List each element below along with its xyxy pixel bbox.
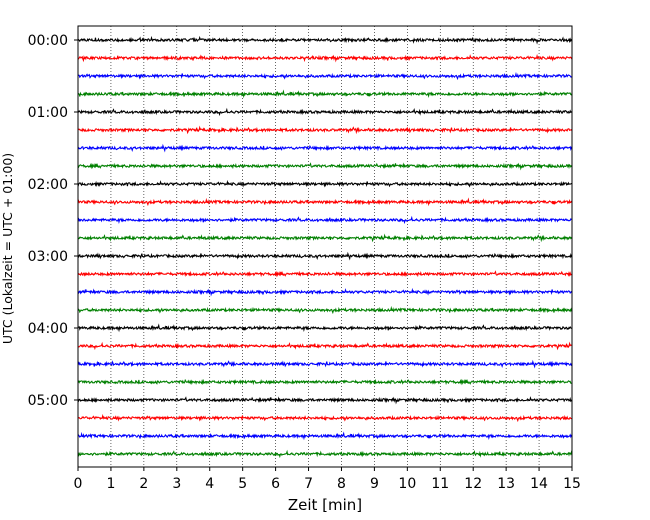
x-tick-label: 12 xyxy=(464,476,482,492)
plot-frame xyxy=(77,25,573,468)
x-tick-label: 7 xyxy=(304,476,313,492)
x-tick-label: 0 xyxy=(74,476,83,492)
trace-line xyxy=(77,89,573,99)
trace-line xyxy=(77,359,573,369)
trace-line xyxy=(77,323,573,333)
x-tick-label: 14 xyxy=(530,476,548,492)
y-tick-label: 02:00 xyxy=(28,177,68,193)
x-axis-label: Zeit [min] xyxy=(288,496,362,514)
trace-line xyxy=(77,143,573,153)
y-tick-label: 04:00 xyxy=(28,321,68,337)
trace-line xyxy=(77,341,573,351)
trace-line xyxy=(77,233,573,243)
trace-line xyxy=(77,431,573,441)
x-tick-label: 10 xyxy=(398,476,416,492)
y-tick-label: 00:00 xyxy=(28,33,68,49)
y-tick-label: 01:00 xyxy=(28,105,68,121)
trace-line xyxy=(77,125,573,135)
x-axis: 0 1 2 3 4 5 6 7 8 9 10 11 12 13 14 15 xyxy=(74,467,581,492)
trace-line xyxy=(77,35,573,45)
trace-line xyxy=(77,215,573,225)
x-tick-label: 2 xyxy=(139,476,148,492)
x-tick-label: 15 xyxy=(563,476,581,492)
traces-layer xyxy=(77,35,573,459)
y-tick-label: 03:00 xyxy=(28,249,68,265)
x-tick-label: 9 xyxy=(370,476,379,492)
y-axis-label: UTC (Lokalzeit = UTC + 01:00) xyxy=(0,153,15,344)
trace-line xyxy=(77,71,573,81)
x-tick-label: 3 xyxy=(172,476,181,492)
x-tick-label: 1 xyxy=(106,476,115,492)
trace-line xyxy=(77,287,573,297)
x-tick-label: 8 xyxy=(337,476,346,492)
trace-line xyxy=(77,396,573,405)
trace-line xyxy=(77,270,573,278)
trace-line xyxy=(77,107,573,117)
x-tick-label: 6 xyxy=(271,476,280,492)
trace-line xyxy=(77,251,573,261)
x-tick-label: 5 xyxy=(238,476,247,492)
trace-line xyxy=(77,305,573,315)
y-axis: 00:00 01:00 02:00 03:00 04:00 05:00 xyxy=(28,33,78,409)
x-tick-label: 11 xyxy=(431,476,449,492)
y-tick-label: 05:00 xyxy=(28,393,68,409)
trace-line xyxy=(77,449,573,459)
x-tick-label: 13 xyxy=(497,476,515,492)
trace-line xyxy=(77,378,573,386)
trace-line xyxy=(77,413,573,423)
trace-line xyxy=(77,179,573,188)
trace-line xyxy=(77,197,573,207)
trace-line xyxy=(77,53,573,63)
trace-line xyxy=(77,162,573,171)
x-tick-label: 4 xyxy=(205,476,214,492)
